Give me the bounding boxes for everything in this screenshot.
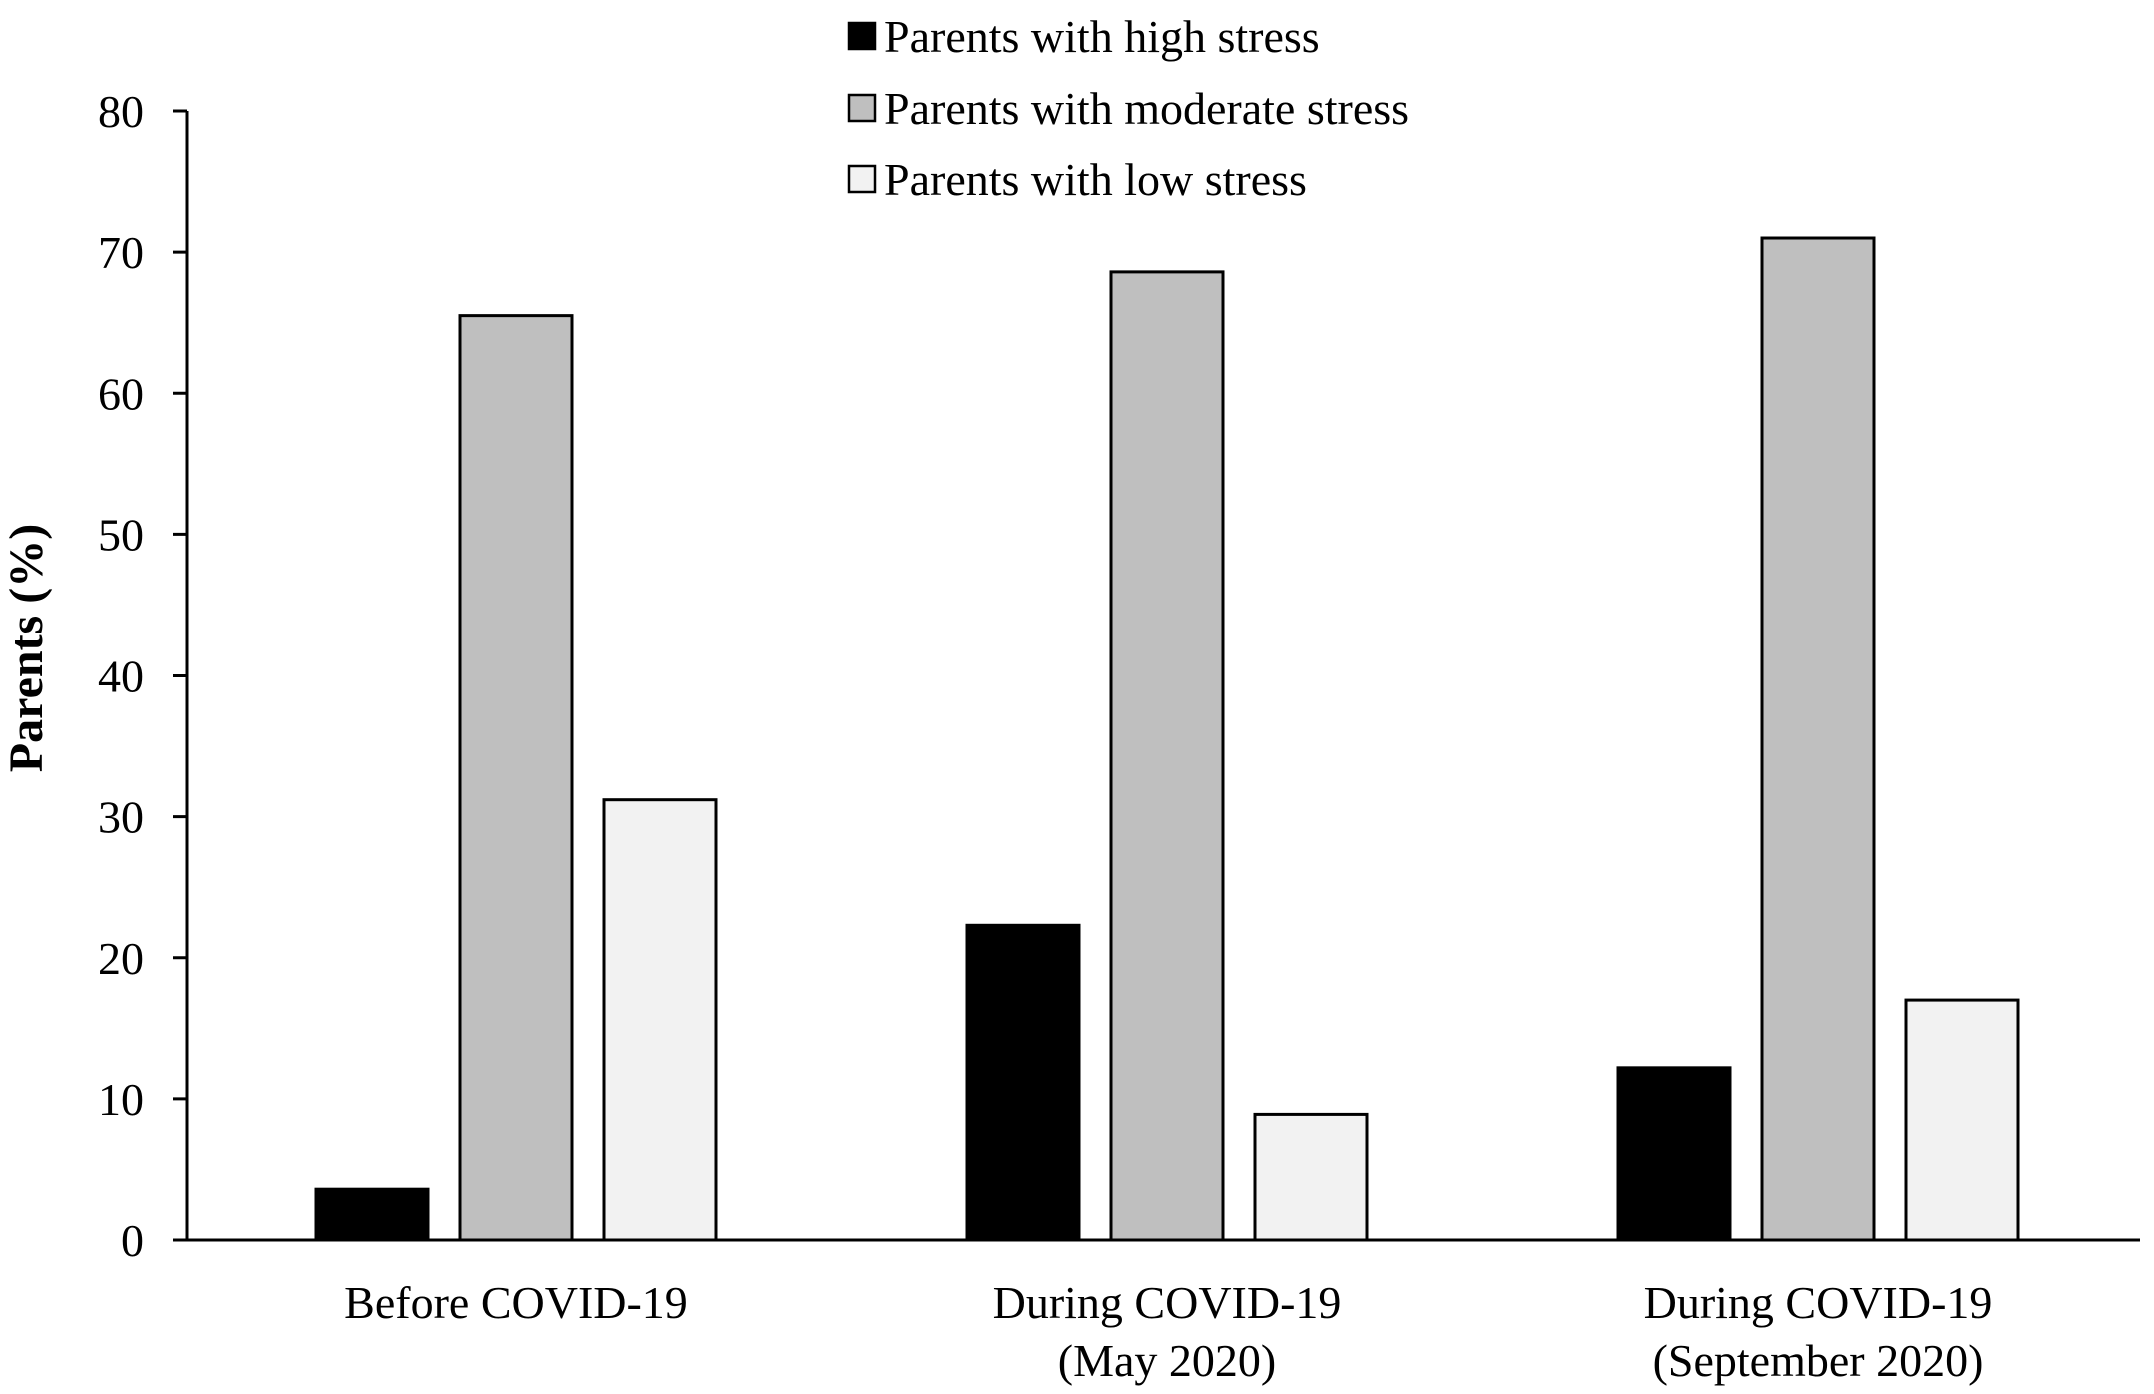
legend-swatch	[847, 93, 877, 123]
y-axis-title: Parents (%)	[0, 524, 53, 772]
legend: Parents with high stress Parents with mod…	[847, 11, 1409, 205]
bar-high-1	[314, 1187, 430, 1242]
legend-label: Parents with high stress	[884, 11, 1320, 62]
bar-high-2	[965, 923, 1081, 1242]
bar-low-3	[1904, 998, 2020, 1242]
bars	[314, 236, 2020, 1242]
legend-swatch	[847, 21, 877, 51]
y-tick-label: 40	[98, 651, 144, 702]
x-category-label: (May 2020)	[1058, 1335, 1276, 1386]
x-category-label: Before COVID-19	[344, 1277, 688, 1328]
x-category-label: During COVID-19	[1644, 1277, 1993, 1328]
x-category-label: During COVID-19	[993, 1277, 1342, 1328]
bar-moderate-2	[1109, 270, 1225, 1242]
legend-swatch	[847, 164, 877, 194]
bar-low-1	[602, 798, 718, 1242]
y-tick-label: 20	[98, 933, 144, 984]
bar-moderate-3	[1760, 236, 1876, 1242]
bar-high-3	[1616, 1066, 1732, 1242]
x-category-label: (September 2020)	[1653, 1335, 1984, 1386]
y-tick-label: 50	[98, 509, 144, 560]
y-tick-label: 60	[98, 368, 144, 419]
legend-label: Parents with low stress	[884, 154, 1307, 205]
legend-label: Parents with moderate stress	[884, 83, 1409, 134]
y-tick-label: 80	[98, 86, 144, 137]
x-axis: Before COVID-19 During COVID-19 (May 2020)…	[173, 1238, 2140, 1386]
y-axis: 0 10 20 30 40 50 60 70 80	[98, 86, 189, 1266]
y-tick-label: 30	[98, 792, 144, 843]
bar-low-2	[1253, 1112, 1369, 1242]
y-tick-label: 10	[98, 1074, 144, 1125]
y-tick-label: 0	[121, 1215, 144, 1266]
y-tick-label: 70	[98, 227, 144, 278]
bar-moderate-1	[458, 314, 574, 1242]
